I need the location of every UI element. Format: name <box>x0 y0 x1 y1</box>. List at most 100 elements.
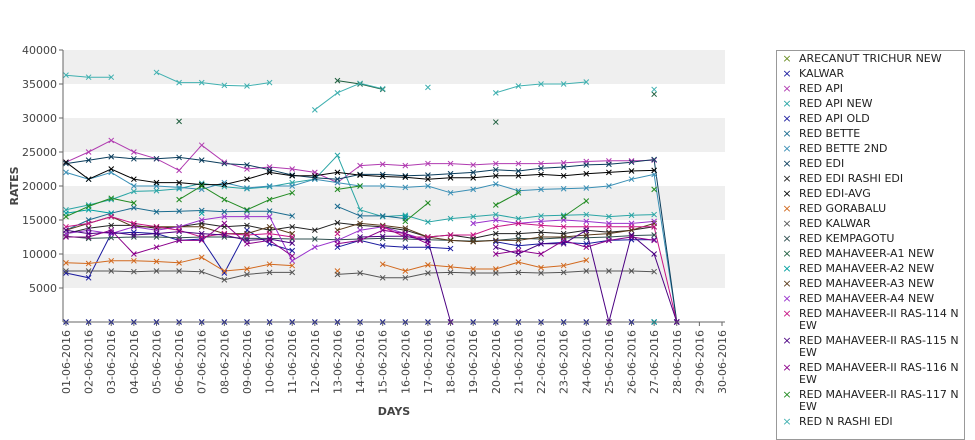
data-point <box>153 244 160 251</box>
data-point <box>470 162 477 168</box>
data-point <box>266 213 273 220</box>
data-point <box>425 176 431 183</box>
data-point <box>651 171 657 178</box>
legend-marker-icon: × <box>782 262 792 275</box>
data-point <box>85 220 92 227</box>
data-point <box>85 260 92 267</box>
data-point <box>85 234 92 240</box>
data-point <box>379 173 386 180</box>
data-point <box>198 210 205 217</box>
data-point <box>131 234 137 240</box>
data-point <box>560 172 567 179</box>
data-point <box>515 237 522 244</box>
legend-item: × RED MAHAVEER-II RAS-116 NEW <box>777 362 964 386</box>
x-tick-label: 07-06-2016 <box>196 330 209 394</box>
data-point <box>108 166 115 172</box>
data-point <box>221 230 228 237</box>
data-point <box>651 167 657 174</box>
line-chart: 500010000150002000025000300003500040000 … <box>8 44 729 418</box>
data-point <box>198 79 205 86</box>
y-tick-label: 30000 <box>22 112 57 125</box>
series-line-21 <box>495 192 519 206</box>
data-point <box>583 244 590 251</box>
data-point <box>492 217 499 223</box>
data-point <box>198 183 205 189</box>
data-point <box>131 220 137 227</box>
data-point <box>402 230 409 237</box>
legend-marker-icon: × <box>782 67 792 80</box>
data-point <box>606 230 612 237</box>
data-point <box>447 232 454 238</box>
data-point <box>153 258 160 265</box>
data-point <box>538 160 544 167</box>
data-point <box>131 155 137 162</box>
data-point <box>538 236 544 242</box>
data-point <box>221 160 228 167</box>
x-axis-ticks: 01-06-2016 02-06-2016 03-06-2016 04-06-2016… <box>60 322 729 394</box>
data-point <box>628 223 635 230</box>
data-point <box>108 268 115 274</box>
data-point <box>651 268 657 275</box>
x-tick-label: 04-06-2016 <box>128 330 141 394</box>
data-point <box>108 195 115 202</box>
data-point <box>515 242 522 249</box>
data-point <box>244 166 250 172</box>
data-point <box>357 213 363 219</box>
data-point <box>153 223 160 230</box>
x-tick-label: 09-06-2016 <box>241 330 254 394</box>
data-point <box>538 218 544 225</box>
data-point <box>515 168 522 174</box>
data-point <box>108 196 115 203</box>
data-point <box>221 159 228 166</box>
legend-marker-icon: × <box>782 217 792 230</box>
data-point <box>153 69 160 76</box>
series-line-5 <box>495 239 655 247</box>
x-tick-label: 10-06-2016 <box>264 330 277 394</box>
data-point <box>289 236 296 242</box>
y-tick-label: 15000 <box>22 214 57 227</box>
data-point <box>492 202 499 208</box>
grid-band <box>63 118 725 152</box>
data-point <box>221 213 228 220</box>
data-point <box>492 223 499 230</box>
legend-item: × KALWAR <box>777 68 964 80</box>
data-point <box>244 185 250 191</box>
data-point <box>63 213 69 220</box>
data-point <box>108 74 115 81</box>
data-point <box>85 74 92 81</box>
x-tick-label: 25-06-2016 <box>603 330 616 394</box>
data-point <box>470 174 477 181</box>
data-point <box>244 232 250 238</box>
grid-band <box>63 50 725 84</box>
data-point <box>221 232 228 238</box>
legend-marker-icon: × <box>782 52 792 65</box>
series-line-21 <box>65 197 135 218</box>
data-point <box>153 155 160 162</box>
data-point <box>63 159 69 166</box>
data-point <box>425 172 431 178</box>
data-point <box>583 268 590 274</box>
data-point <box>583 162 590 168</box>
series-line-18 <box>382 222 678 323</box>
legend-item: × RED MAHAVEER-A3 NEW <box>777 278 964 290</box>
data-point <box>334 230 341 237</box>
legend-marker-icon: × <box>782 112 792 125</box>
data-point <box>198 157 205 164</box>
data-point <box>85 274 92 281</box>
series-line-21 <box>563 200 587 218</box>
data-point <box>560 212 567 219</box>
data-point <box>289 213 296 219</box>
y-tick-label: 25000 <box>22 146 57 159</box>
data-point <box>379 274 386 281</box>
data-point <box>560 269 567 276</box>
data-point <box>425 219 431 225</box>
legend-marker-icon: × <box>782 277 792 290</box>
data-point <box>311 236 318 242</box>
data-point <box>63 227 69 234</box>
data-point <box>402 225 409 232</box>
data-point <box>538 251 544 257</box>
y-tick-label: 40000 <box>22 44 57 57</box>
data-point <box>85 149 92 155</box>
data-point <box>198 237 205 244</box>
data-point <box>131 183 137 189</box>
